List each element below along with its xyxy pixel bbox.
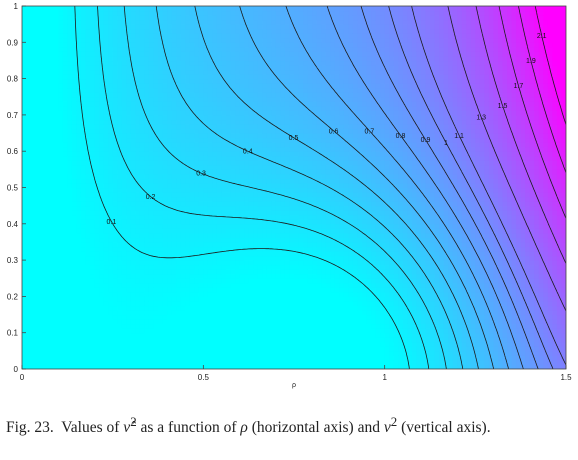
x-tick-label: 1	[382, 373, 387, 382]
contour-label-1.3: 1.3	[476, 115, 486, 122]
contour-label-0.9: 0.9	[421, 137, 431, 144]
caption-nu: ν	[383, 419, 391, 437]
contour-line-0.4	[155, 6, 464, 369]
figure-caption: Fig. 23. Values of ν̂2 as a function of …	[6, 412, 572, 437]
y-tick-label: 0.1	[7, 329, 19, 338]
contour-line-0.6	[239, 6, 495, 369]
contour-label-1.5: 1.5	[498, 103, 508, 110]
y-tick-label: 0.4	[7, 220, 19, 229]
contour-label-0.2: 0.2	[146, 194, 156, 201]
y-tick-label: 0.2	[7, 292, 19, 301]
contour-line-1.1	[411, 6, 566, 366]
caption-prefix: Fig. 23.	[6, 419, 54, 437]
x-tick-label: 0	[20, 373, 25, 382]
y-tick-label: 0.5	[7, 184, 19, 193]
y-tick-label: 1	[14, 2, 19, 11]
contour-plot: 0.1 0.2 0.3 0.4 0.5 0.6 0.7 0.8 0.9 1 1.1 1.3 1.5 1.7…	[7, 2, 572, 389]
contour-line-0.9	[360, 6, 539, 369]
contour-line-1.3	[447, 6, 566, 312]
contour-line-0.3	[123, 6, 447, 369]
caption-rho: ρ	[240, 419, 248, 437]
caption-sup-2: 2	[390, 414, 398, 429]
y-tick-label: 0.6	[7, 147, 19, 156]
contour-label-0.4: 0.4	[243, 149, 253, 156]
y-tick-label: 0.8	[7, 75, 19, 84]
contour-line-1.9	[518, 6, 566, 173]
x-axis-label: ρ	[292, 382, 296, 389]
caption-text-1: Values of	[61, 419, 120, 437]
contour-label-0.7: 0.7	[365, 128, 375, 135]
caption-text-2: as a function of	[140, 419, 237, 437]
x-tick-label: 0.5	[198, 373, 210, 382]
contour-line-1.5	[475, 6, 566, 264]
contour-line-1	[388, 6, 554, 369]
y-tick-label: 0.7	[7, 111, 19, 120]
y-tick-label: 0.9	[7, 38, 19, 47]
contour-figure: 0.1 0.2 0.3 0.4 0.5 0.6 0.7 0.8 0.9 1 1.1 1.3 1.5 1.7…	[7, 2, 572, 389]
contour-label-0.6: 0.6	[329, 128, 339, 135]
y-tick-label: 0	[14, 365, 19, 374]
contour-label-0.8: 0.8	[396, 133, 406, 140]
contour-label-2.1: 2.1	[537, 33, 547, 40]
caption-sup-1: 2	[130, 414, 137, 429]
caption-text-4: (vertical axis).	[401, 419, 491, 437]
contour-line-0.1	[74, 6, 410, 369]
contour-line-2.1	[534, 6, 566, 125]
contour-line-1.7	[498, 6, 566, 219]
contour-line-0.2	[97, 6, 430, 369]
caption-nu-hat: ν̂	[123, 419, 131, 437]
contour-label-1.1: 1.1	[454, 133, 464, 140]
contour-label-1: 1	[444, 140, 448, 147]
contour-label-0.3: 0.3	[196, 171, 206, 178]
x-tick-label: 1.5	[560, 373, 572, 382]
contour-line-0.7	[285, 6, 509, 369]
contour-line-0.8	[326, 6, 524, 369]
contour-label-1.9: 1.9	[526, 58, 536, 65]
contour-line-0.5	[194, 6, 479, 369]
caption-text-3: (horizontal axis) and	[251, 419, 380, 437]
contour-label-0.5: 0.5	[289, 135, 299, 142]
contour-label-1.7: 1.7	[514, 83, 524, 90]
y-tick-label: 0.3	[7, 256, 19, 265]
contour-label-0.1: 0.1	[107, 219, 117, 226]
